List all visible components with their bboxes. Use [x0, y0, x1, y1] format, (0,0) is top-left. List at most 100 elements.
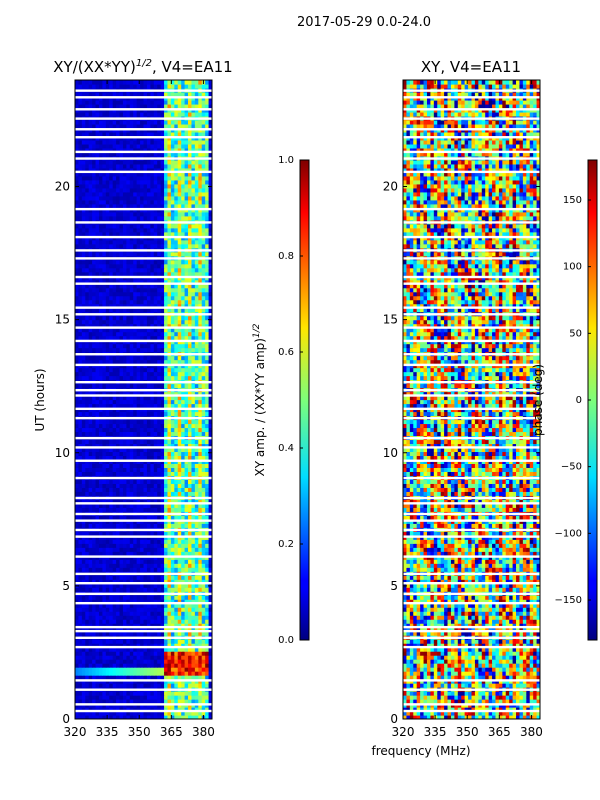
amplitude-cell — [105, 343, 110, 349]
amplitude-cell — [105, 559, 110, 564]
amplitude-cell — [85, 419, 90, 425]
amplitude-cell — [136, 683, 141, 688]
amplitude-cell — [129, 647, 134, 652]
amplitude-cell — [170, 383, 175, 389]
amplitude-cell — [75, 663, 80, 668]
amplitude-cell — [174, 243, 179, 249]
amplitude-cell — [119, 423, 124, 429]
amplitude-cell — [167, 299, 172, 305]
amplitude-cell — [105, 671, 110, 676]
amplitude-cell — [112, 443, 117, 449]
amplitude-cell — [174, 443, 179, 449]
amplitude-cell — [188, 299, 193, 305]
amplitude-cell — [194, 423, 199, 429]
amplitude-cell — [198, 223, 203, 229]
amplitude-cell — [95, 651, 100, 656]
amplitude-cell — [167, 675, 172, 680]
amplitude-cell — [105, 451, 110, 457]
amplitude-cell — [160, 355, 165, 361]
amplitude-cell — [85, 471, 90, 476]
amplitude-cell — [133, 579, 138, 584]
amplitude-cell — [126, 391, 131, 397]
amplitude-cell — [95, 299, 100, 305]
amplitude-cell — [81, 403, 86, 409]
amplitude-cell — [129, 267, 134, 273]
amplitude-cell — [198, 539, 203, 544]
amplitude-cell — [119, 483, 124, 488]
amplitude-cell — [102, 395, 107, 401]
amplitude-cell — [184, 443, 189, 449]
amplitude-cell — [85, 631, 90, 636]
amplitude-cell — [184, 227, 189, 233]
amplitude-cell — [112, 647, 117, 652]
amplitude-cell — [177, 643, 182, 648]
amplitude-cell — [136, 603, 141, 608]
amplitude-cell — [129, 695, 134, 700]
amplitude-cell — [98, 695, 103, 700]
amplitude-cell — [153, 483, 158, 488]
amplitude-cell — [167, 607, 172, 612]
amplitude-cell — [136, 543, 141, 548]
amplitude-cell — [140, 419, 145, 425]
amplitude-cell — [191, 423, 196, 429]
amplitude-cell — [177, 227, 182, 233]
amplitude-cell — [167, 531, 172, 536]
amplitude-cell — [133, 503, 138, 508]
amplitude-cell — [198, 303, 203, 309]
amplitude-cell — [194, 643, 199, 648]
amplitude-cell — [205, 315, 210, 321]
amplitude-cell — [194, 263, 199, 269]
amplitude-cell — [191, 631, 196, 636]
amplitude-cell — [208, 499, 212, 504]
amplitude-cell — [92, 563, 97, 568]
amplitude-cell — [95, 283, 100, 289]
amplitude-cell — [174, 263, 179, 269]
amplitude-cell — [167, 463, 172, 468]
amplitude-cell — [198, 587, 203, 592]
amplitude-cell — [129, 239, 134, 245]
amplitude-cell — [112, 279, 117, 285]
amplitude-cell — [122, 395, 127, 401]
amplitude-cell — [164, 283, 169, 289]
amplitude-cell — [140, 343, 145, 349]
amplitude-cell — [105, 487, 110, 492]
amplitude-cell — [112, 223, 117, 229]
amplitude-cell — [201, 463, 206, 468]
amplitude-cell — [153, 715, 158, 719]
amplitude-cell — [167, 611, 172, 616]
amplitude-cell — [153, 643, 158, 648]
amplitude-cell — [198, 643, 203, 648]
amplitude-cell — [153, 607, 158, 612]
amplitude-cell — [174, 335, 179, 341]
amplitude-cell — [188, 371, 193, 377]
amplitude-cell — [143, 539, 148, 544]
amplitude-cell — [126, 227, 131, 233]
amplitude-cell — [157, 335, 162, 341]
amplitude-cell — [153, 303, 158, 309]
amplitude-cell — [160, 507, 165, 512]
amplitude-cell — [126, 619, 131, 624]
amplitude-cell — [143, 307, 148, 313]
amplitude-cell — [170, 455, 175, 460]
amplitude-cell — [140, 707, 145, 712]
amplitude-cell — [112, 531, 117, 536]
amplitude-cell — [95, 675, 100, 680]
amplitude-cell — [136, 423, 141, 429]
amplitude-cell — [95, 507, 100, 512]
amplitude-cell — [201, 595, 206, 600]
amplitude-cell — [81, 455, 86, 460]
amplitude-cell — [181, 487, 186, 492]
amplitude-cell — [129, 523, 134, 528]
amplitude-cell — [177, 575, 182, 580]
amplitude-cell — [140, 287, 145, 293]
amplitude-cell — [136, 587, 141, 592]
amplitude-cell — [184, 559, 189, 564]
amplitude-cell — [78, 279, 83, 285]
amplitude-cell — [75, 563, 80, 568]
amplitude-cell — [136, 371, 141, 377]
amplitude-cell — [188, 643, 193, 648]
amplitude-cell — [164, 371, 169, 377]
amplitude-cell — [109, 279, 114, 285]
amplitude-cell — [133, 419, 138, 425]
amplitude-cell — [170, 655, 175, 660]
